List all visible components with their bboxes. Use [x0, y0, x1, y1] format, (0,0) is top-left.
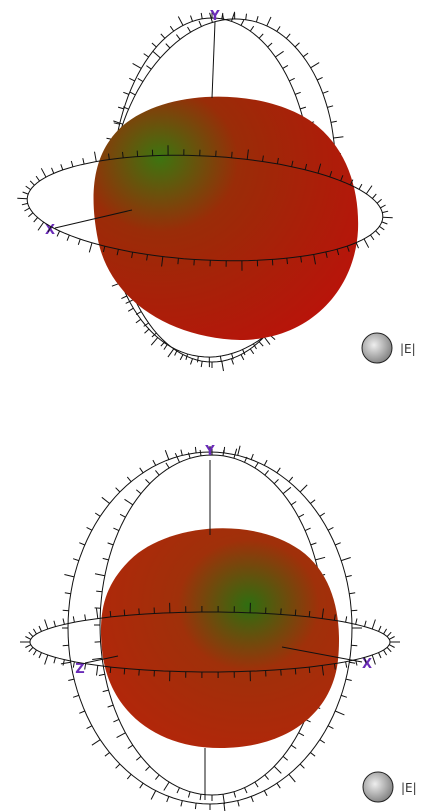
grid-ring: [60, 445, 362, 811]
grid-ring: [20, 602, 400, 682]
legend-label: |E|: [401, 781, 417, 795]
ring-ticks: [60, 445, 362, 811]
axis-line: [281, 646, 363, 663]
axis-label: X: [45, 223, 55, 238]
axis-label: Y: [204, 444, 215, 459]
radiation-pattern: [100, 528, 340, 748]
axis-line: [211, 21, 216, 99]
axis-label: X: [362, 657, 372, 672]
grid-ring: [17, 145, 393, 271]
legend-label: |E|: [400, 342, 416, 356]
axis-label: Y: [209, 9, 220, 24]
legend-icon: [362, 771, 394, 803]
radiation-pattern: [93, 96, 359, 340]
legend-icon: [361, 332, 393, 364]
axis-line: [84, 655, 119, 664]
pattern-panel: [100, 528, 340, 748]
axis-label: Z: [75, 662, 84, 677]
ring-ticks: [20, 602, 400, 682]
pattern-panel: [93, 96, 359, 340]
axis-line: [54, 209, 133, 229]
ring-ticks: [17, 145, 393, 271]
